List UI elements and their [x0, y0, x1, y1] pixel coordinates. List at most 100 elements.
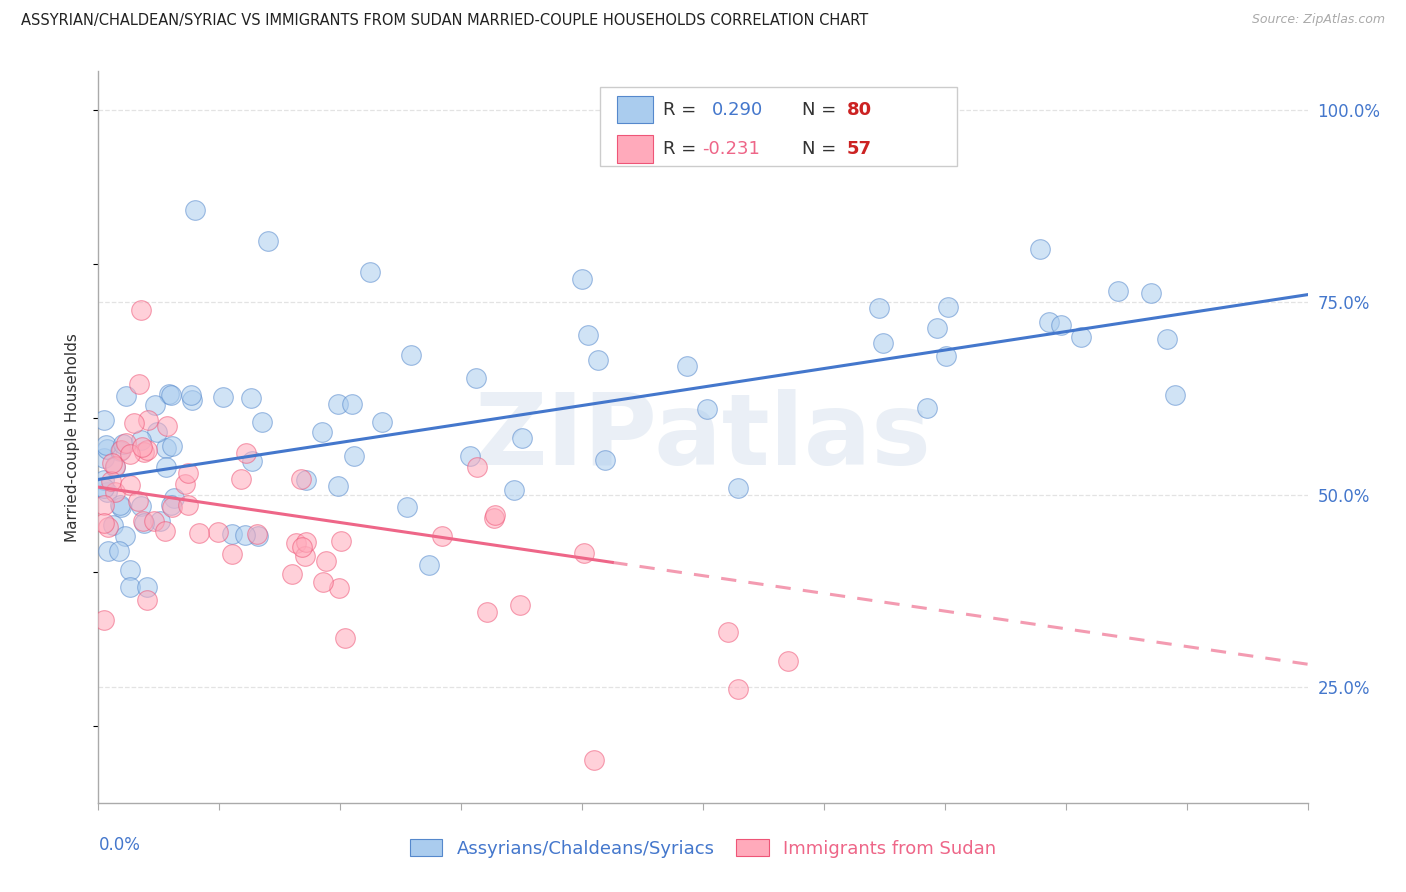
Point [120, 447, 142, 461]
Point [333, 631, 356, 645]
Point [576, 328, 599, 343]
Point [868, 301, 890, 316]
Y-axis label: Married-couple Households: Married-couple Households [65, 333, 80, 541]
Text: N =: N = [803, 140, 842, 158]
Point [93, 451, 115, 466]
Point [149, 514, 172, 528]
Point [432, 529, 454, 543]
Point [475, 606, 498, 620]
Point [131, 433, 153, 447]
Point [129, 303, 152, 318]
Point [291, 540, 314, 554]
Point [239, 391, 262, 405]
Point [184, 202, 207, 217]
Point [118, 580, 141, 594]
Point [1029, 243, 1052, 257]
Point [1156, 332, 1178, 346]
Point [127, 493, 149, 508]
Point [229, 472, 252, 486]
Point [572, 546, 595, 560]
Point [235, 446, 257, 460]
Point [188, 526, 211, 541]
Point [163, 491, 186, 505]
Text: 57: 57 [846, 140, 872, 158]
Point [120, 563, 142, 577]
Point [136, 593, 159, 607]
Point [159, 388, 181, 402]
Point [207, 524, 229, 539]
Point [155, 460, 177, 475]
Point [510, 431, 533, 445]
Point [132, 514, 155, 528]
Text: -0.231: -0.231 [702, 140, 759, 158]
Legend: Assyrians/Chaldeans/Syriacs, Immigrants from Sudan: Assyrians/Chaldeans/Syriacs, Immigrants … [401, 830, 1005, 867]
Point [328, 479, 350, 493]
Point [1107, 284, 1129, 298]
Point [96, 484, 118, 499]
Point [212, 390, 235, 404]
Point [484, 508, 506, 522]
Text: N =: N = [803, 101, 842, 119]
Point [100, 456, 122, 470]
Point [482, 511, 505, 525]
Point [246, 527, 269, 541]
Point [401, 348, 423, 362]
Point [586, 353, 609, 368]
Point [311, 425, 333, 439]
Point [328, 581, 350, 595]
Point [135, 580, 157, 594]
Point [360, 264, 382, 278]
Point [97, 544, 120, 558]
Point [247, 529, 270, 543]
Point [93, 482, 115, 496]
Point [160, 439, 183, 453]
Point [110, 500, 132, 515]
Point [935, 349, 957, 363]
Point [938, 301, 960, 315]
Point [716, 625, 738, 640]
Point [418, 558, 440, 572]
Point [108, 498, 131, 512]
Point [571, 272, 593, 286]
Point [312, 575, 335, 590]
Point [342, 397, 364, 411]
Point [108, 543, 131, 558]
Point [927, 321, 949, 335]
Point [122, 417, 145, 431]
Point [294, 535, 316, 549]
Point [132, 445, 155, 459]
Point [153, 524, 176, 538]
Point [181, 392, 204, 407]
Point [593, 452, 616, 467]
Point [104, 484, 127, 499]
Point [1070, 330, 1092, 344]
Point [114, 436, 136, 450]
Point [285, 536, 308, 550]
Point [101, 518, 124, 533]
Point [160, 500, 183, 515]
Point [108, 443, 131, 458]
Text: R =: R = [664, 101, 702, 119]
Point [503, 483, 526, 497]
Point [94, 438, 117, 452]
Point [93, 498, 115, 512]
Text: Source: ZipAtlas.com: Source: ZipAtlas.com [1251, 13, 1385, 27]
Point [696, 401, 718, 416]
Point [221, 547, 243, 561]
Point [132, 516, 155, 530]
Point [97, 520, 120, 534]
Point [240, 454, 263, 468]
Point [727, 682, 749, 697]
Point [315, 554, 337, 568]
Point [1163, 388, 1185, 402]
Text: 0.290: 0.290 [711, 101, 762, 119]
Text: ZIPatlas: ZIPatlas [475, 389, 931, 485]
Point [330, 534, 353, 549]
Point [136, 442, 159, 457]
Point [115, 388, 138, 402]
Text: ASSYRIAN/CHALDEAN/SYRIAC VS IMMIGRANTS FROM SUDAN MARRIED-COUPLE HOUSEHOLDS CORR: ASSYRIAN/CHALDEAN/SYRIAC VS IMMIGRANTS F… [21, 13, 869, 29]
Point [872, 335, 894, 350]
Point [100, 474, 122, 488]
FancyBboxPatch shape [617, 95, 654, 123]
Point [93, 412, 115, 426]
